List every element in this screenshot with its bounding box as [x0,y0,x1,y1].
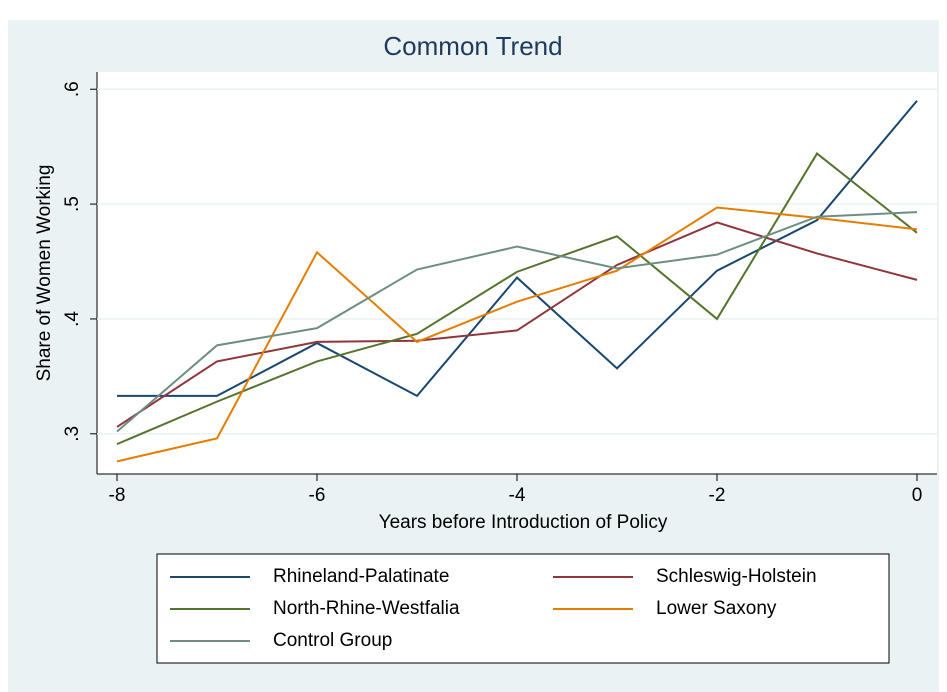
series-line [116,211,918,433]
x-tick-label: -2 [709,485,726,506]
y-tick-label: .6 [62,81,83,97]
y-tick-label: .4 [62,311,83,327]
x-tick-label: -8 [109,485,126,506]
y-tick-label: .5 [62,196,83,212]
legend-label: Lower Saxony [656,598,777,619]
legend-box [156,553,890,664]
chart-title: Common Trend [383,31,562,61]
x-tick-label: -6 [309,485,326,506]
x-axis-title: Years before Introduction of Policy [379,512,668,533]
y-tick-label: .3 [62,426,83,442]
legend-label: Schleswig-Holstein [656,566,817,587]
x-tick-label: 0 [912,485,923,506]
legend-label: North-Rhine-Westfalia [273,598,460,619]
series-line [116,221,918,428]
legend-label: Control Group [273,630,392,651]
series-line [116,206,918,463]
y-axis-title: Share of Women Working [34,165,55,382]
legend-label: Rhineland-Palatinate [273,566,449,587]
x-tick-label: -4 [509,485,526,506]
series-line [116,152,918,446]
